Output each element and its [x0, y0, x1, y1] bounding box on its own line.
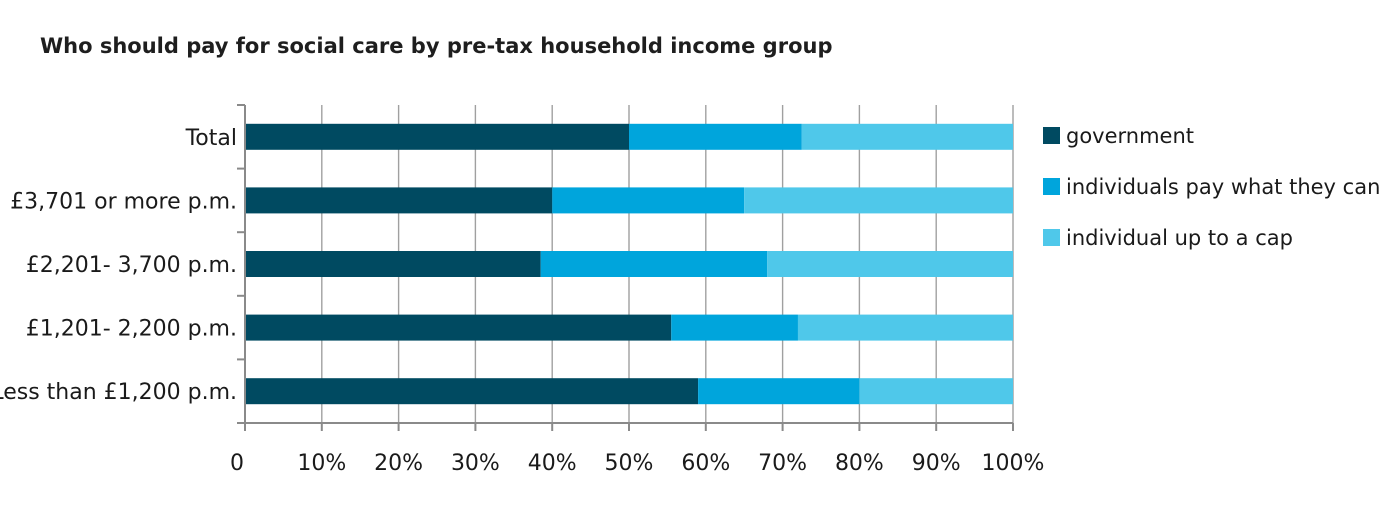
category-label: Less than £1,200 p.m.: [0, 380, 237, 405]
bar-segment: [540, 251, 768, 277]
x-tick-label: 40%: [528, 451, 577, 476]
x-tick-label: 90%: [912, 451, 961, 476]
x-tick-label: 0: [230, 451, 244, 476]
legend-label: individual up to a cap: [1066, 226, 1293, 250]
x-tick-label: 50%: [605, 451, 654, 476]
labels-layer: Total £3,701 or more p.m. £2,201- 3,700 p.…: [0, 126, 1044, 476]
legend-label: government: [1066, 124, 1194, 148]
legend-swatch: [1043, 229, 1060, 246]
x-tick-label: 30%: [451, 451, 500, 476]
x-tick-label: 60%: [681, 451, 730, 476]
bar-segment: [629, 123, 802, 150]
legend: government individuals pay what they can i…: [1043, 124, 1380, 250]
x-tick-label: 20%: [374, 451, 423, 476]
x-tick-label: 10%: [297, 451, 346, 476]
bar-segment: [552, 187, 745, 214]
bar-segment: [859, 378, 1013, 405]
bar-segment: [671, 314, 798, 341]
bar-segment: [245, 251, 541, 277]
axis-layer: [237, 104, 1014, 431]
bars-layer: [245, 123, 1013, 405]
legend-label: individuals pay what they can: [1066, 175, 1380, 199]
bar-segment: [245, 314, 672, 341]
category-label: £1,201- 2,200 p.m.: [26, 317, 237, 342]
category-label: Total: [185, 126, 237, 151]
category-label: £3,701 or more p.m.: [10, 189, 237, 214]
bar-segment: [744, 187, 1013, 214]
chart-title: Who should pay for social care by pre-ta…: [40, 34, 833, 58]
x-tick-label: 100%: [982, 451, 1045, 476]
legend-swatch: [1043, 178, 1060, 195]
legend-swatch: [1043, 127, 1060, 144]
bar-segment: [797, 314, 1013, 341]
x-tick-label: 70%: [758, 451, 807, 476]
bar-segment: [801, 123, 1013, 150]
category-label: £2,201- 3,700 p.m.: [26, 253, 237, 278]
bar-segment: [767, 251, 1013, 277]
bar-segment: [245, 378, 699, 405]
x-tick-label: 80%: [835, 451, 884, 476]
bar-segment: [245, 187, 553, 214]
bar-segment: [698, 378, 860, 405]
bar-segment: [245, 123, 629, 150]
